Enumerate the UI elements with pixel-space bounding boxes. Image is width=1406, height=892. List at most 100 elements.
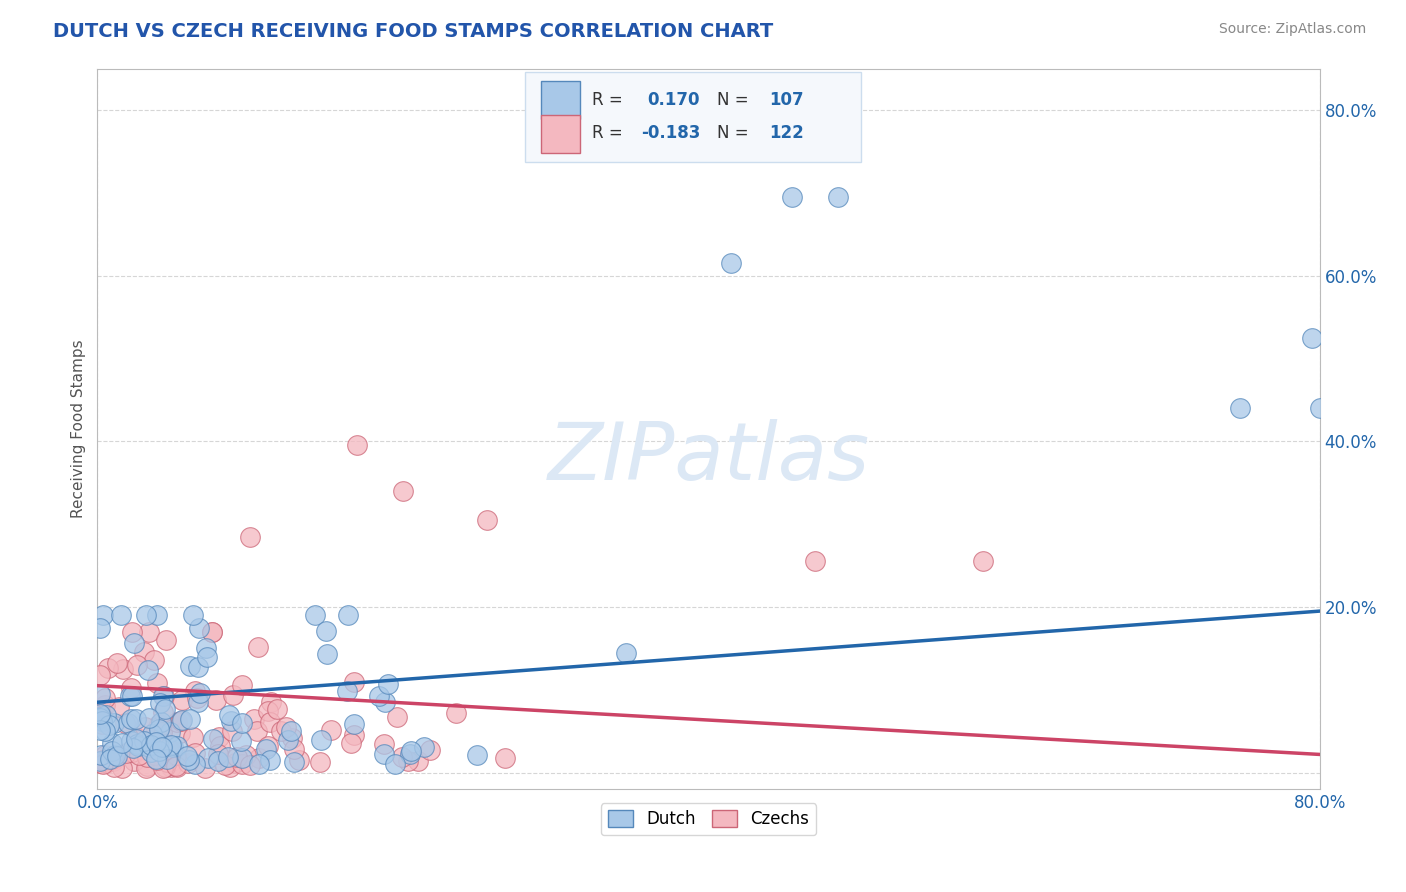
Dutch [218,708,240,723]
Dutch [187,695,209,709]
Dutch [110,608,132,623]
Czechs [120,681,142,695]
Czechs [148,717,170,731]
Czechs [132,644,155,658]
Czechs [204,693,226,707]
Dutch [145,735,167,749]
Czechs [159,743,181,757]
Czechs [804,554,827,568]
Dutch [343,717,366,731]
Czechs [90,717,112,731]
Czechs [89,709,111,723]
Dutch [254,741,277,756]
Dutch [124,712,146,726]
Czechs [94,756,117,770]
Dutch [135,608,157,623]
Dutch [103,716,125,731]
Dutch [368,690,391,704]
Czechs [114,716,136,731]
Dutch [170,714,193,728]
Y-axis label: Receiving Food Stamps: Receiving Food Stamps [72,340,86,518]
Czechs [239,757,262,772]
Dutch [280,723,302,738]
Text: R =: R = [592,124,623,143]
Czechs [214,758,236,772]
Dutch [90,747,112,762]
Czechs [184,746,207,760]
Czechs [231,678,253,692]
Czechs [143,747,166,762]
Dutch [98,718,121,732]
Czechs [260,696,283,710]
Dutch [94,708,117,723]
Dutch [219,714,242,729]
Czechs [166,760,188,774]
Czechs [136,759,159,773]
Dutch [374,695,396,709]
Czechs [183,730,205,744]
Czechs [93,756,115,771]
Czechs [419,743,441,757]
Czechs [201,624,224,639]
Czechs [218,760,240,774]
Dutch [136,663,159,677]
Czechs [146,753,169,767]
Czechs [184,684,207,698]
Dutch [89,710,111,724]
Dutch [89,711,111,725]
Dutch [614,646,637,660]
Dutch [277,732,299,747]
Czechs [246,724,269,739]
Dutch [120,713,142,727]
Czechs [225,749,247,764]
Czechs [157,742,180,756]
Dutch [120,734,142,748]
Czechs [207,747,229,762]
Czechs [145,723,167,737]
Dutch [309,732,332,747]
Czechs [177,756,200,770]
Czechs [131,737,153,751]
Czechs [153,737,176,751]
Dutch [217,750,239,764]
Czechs [239,530,262,544]
Dutch [166,739,188,753]
Czechs [97,661,120,675]
Czechs [165,759,187,773]
Czechs [396,754,419,768]
Dutch [138,711,160,725]
Dutch [207,754,229,768]
Dutch [160,738,183,752]
Dutch [179,753,201,767]
Dutch [148,722,170,736]
Dutch [89,622,111,636]
Czechs [152,761,174,775]
Czechs [107,700,129,714]
Dutch [117,715,139,730]
Dutch [183,757,205,772]
Czechs [134,720,156,734]
Czechs [444,706,467,721]
Dutch [315,624,337,639]
Czechs [266,702,288,716]
Czechs [143,741,166,756]
Czechs [343,729,366,743]
Dutch [89,723,111,737]
Dutch [89,706,111,721]
Dutch [229,734,252,748]
Czechs [153,759,176,773]
Dutch [399,744,422,758]
Dutch [181,608,204,623]
FancyBboxPatch shape [524,72,862,162]
Dutch [156,752,179,766]
Czechs [274,720,297,734]
Czechs [155,743,177,757]
Text: Source: ZipAtlas.com: Source: ZipAtlas.com [1219,22,1367,37]
Czechs [94,690,117,705]
Text: R =: R = [592,90,623,109]
Dutch [101,736,124,750]
Dutch [152,689,174,703]
Czechs [160,754,183,768]
Czechs [127,739,149,753]
Czechs [270,723,292,738]
